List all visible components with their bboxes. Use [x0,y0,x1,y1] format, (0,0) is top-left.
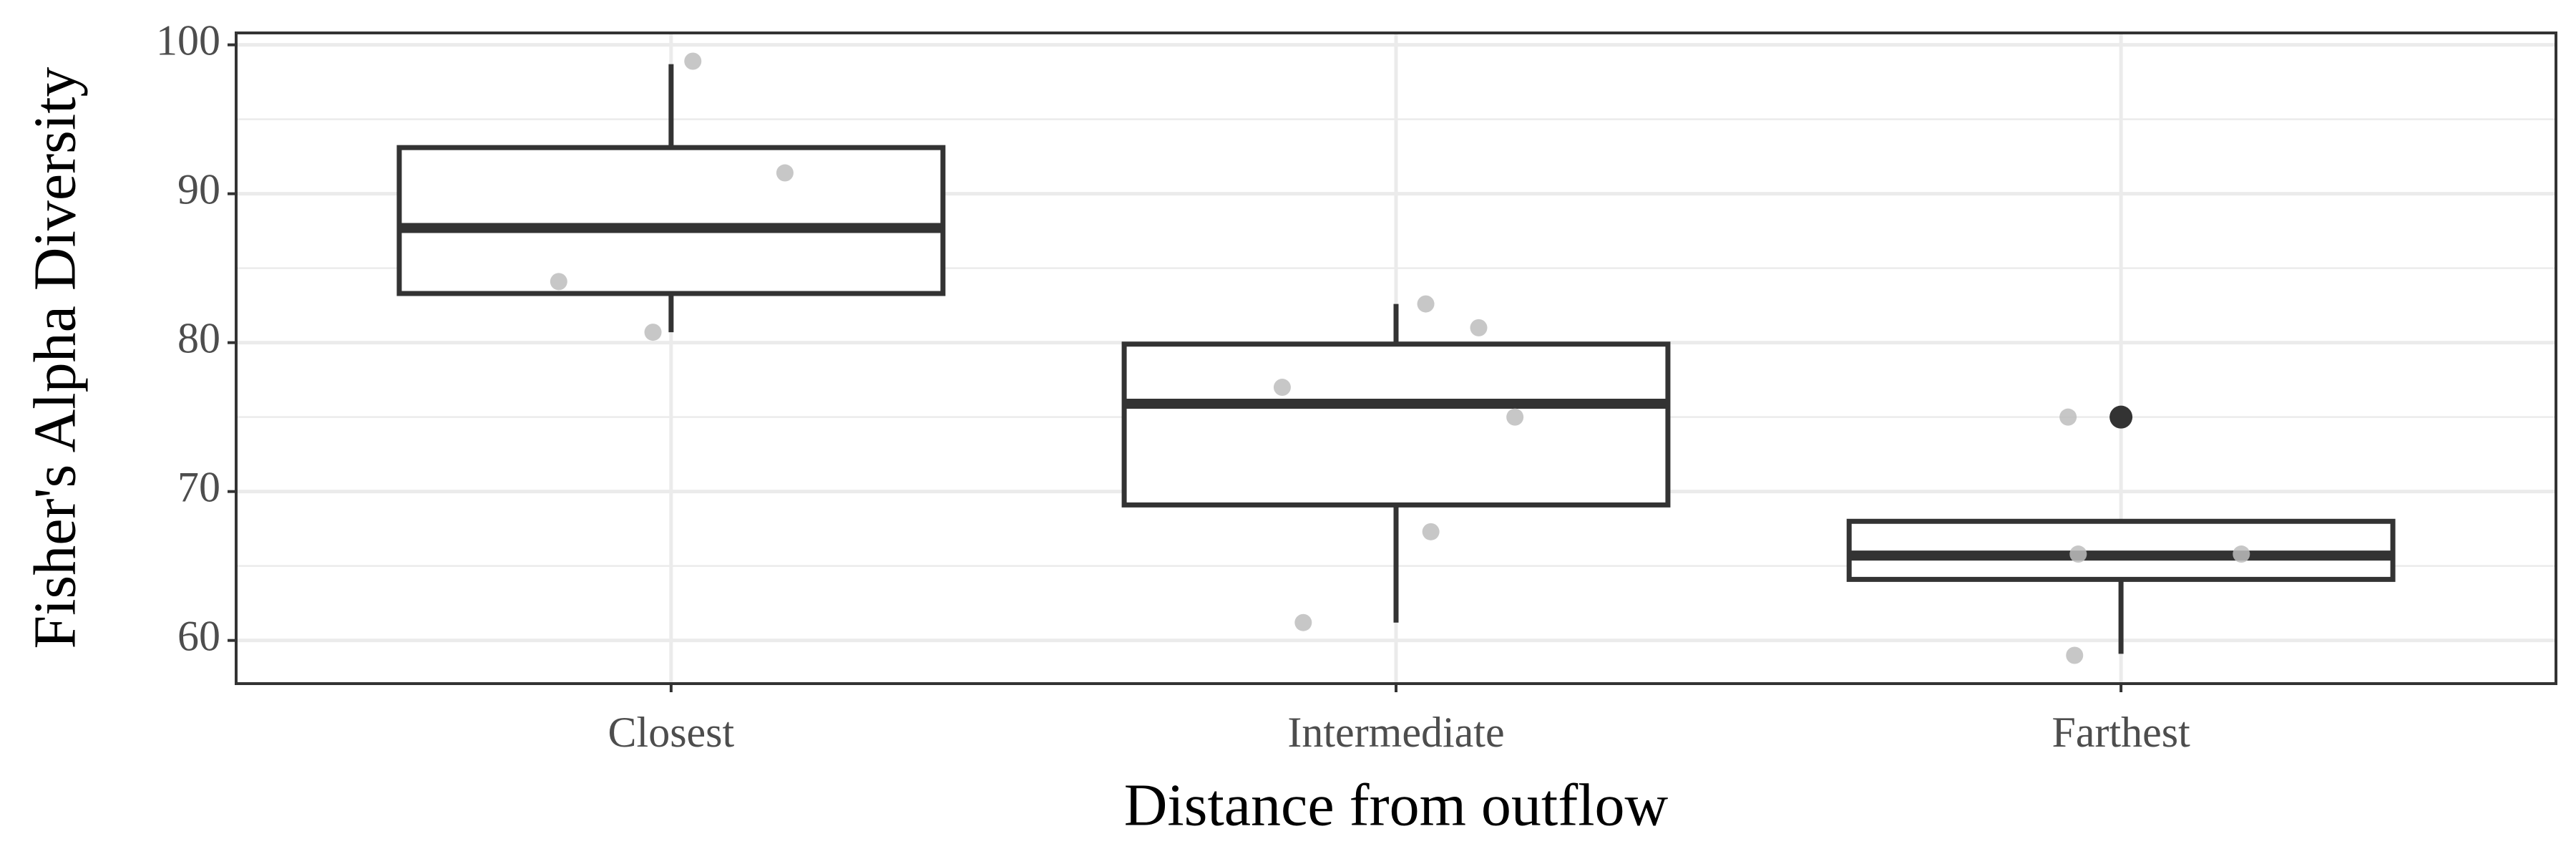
data-point [2066,646,2084,664]
data-point [1470,319,1488,336]
data-point [644,324,662,341]
data-point [776,164,794,182]
data-point [550,273,567,291]
y-tick-label: 80 [177,314,220,361]
box [1846,518,2396,582]
marks [396,52,2396,664]
y-tick-label: 70 [177,463,220,510]
box [1121,341,1671,508]
y-tick-label: 100 [156,16,220,64]
y-axis-title: Fisher's Alpha Diversity [21,67,88,649]
data-point [1417,295,1435,313]
box [396,145,946,296]
y-tick-label: 90 [177,165,220,213]
y-tick-label: 60 [177,612,220,659]
x-axis-title: Distance from outflow [1124,772,1669,838]
data-point [2069,545,2087,563]
data-point [2059,408,2077,426]
data-point [1273,379,1291,397]
data-point [1506,408,1524,426]
x-tick-label: Intermediate [1287,709,1504,756]
x-tick-label: Closest [608,709,735,756]
data-point [2233,545,2250,563]
data-point [1422,523,1440,540]
outlier [2109,405,2133,429]
data-point [684,52,702,70]
x-tick-label: Farthest [2051,709,2190,756]
data-point [1294,613,1312,631]
